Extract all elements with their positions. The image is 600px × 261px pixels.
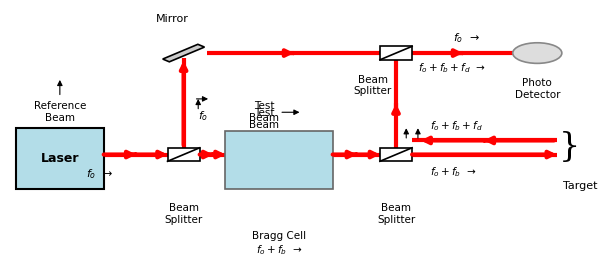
Text: }: } <box>559 132 580 163</box>
Text: Photo
Detector: Photo Detector <box>515 78 560 100</box>
Bar <box>167 148 200 161</box>
Text: $f_o + f_b$  →: $f_o + f_b$ → <box>430 165 476 179</box>
Text: $f_o + f_b + f_d$: $f_o + f_b + f_d$ <box>430 119 482 133</box>
Text: $f_o + f_b + f_d$  →: $f_o + f_b + f_d$ → <box>418 61 486 75</box>
Text: Mirror: Mirror <box>155 14 188 24</box>
Text: $f_o$  →: $f_o$ → <box>453 32 480 45</box>
Text: Test
Beam: Test Beam <box>250 102 280 123</box>
Text: Laser: Laser <box>41 152 79 165</box>
Text: Target: Target <box>563 181 598 191</box>
Text: Beam
Splitter: Beam Splitter <box>164 203 203 224</box>
Bar <box>16 128 104 189</box>
Bar <box>380 46 412 60</box>
Text: Test
Beam: Test Beam <box>250 108 280 130</box>
Text: $f_o$  →: $f_o$ → <box>86 167 113 181</box>
Bar <box>380 148 412 161</box>
Bar <box>226 131 332 189</box>
Polygon shape <box>163 44 205 62</box>
Text: Beam
Splitter: Beam Splitter <box>377 203 415 224</box>
Text: Beam
Splitter: Beam Splitter <box>353 75 392 96</box>
Circle shape <box>513 43 562 63</box>
Text: Reference
Beam: Reference Beam <box>34 101 86 123</box>
Text: Bragg Cell
$f_o + f_b$  →: Bragg Cell $f_o + f_b$ → <box>252 231 306 257</box>
Text: $f_o$: $f_o$ <box>198 109 209 123</box>
